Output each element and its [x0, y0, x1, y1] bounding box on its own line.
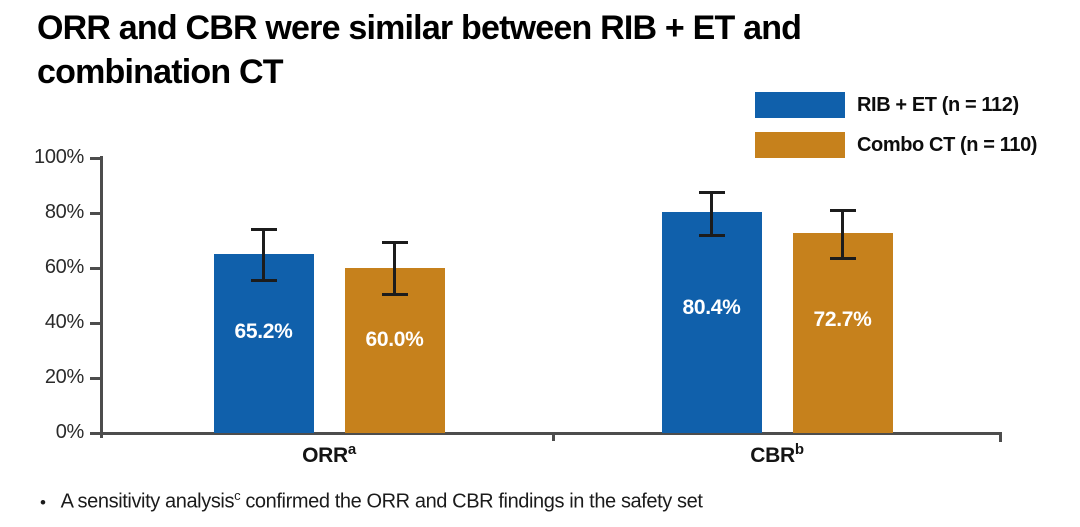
error-bar-line-orr-combo-ct — [393, 242, 396, 295]
error-bar-cap-top-cbr-combo-ct — [829, 209, 856, 213]
chart-legend: RIB + ET (n = 112) Combo CT (n = 110) — [755, 92, 1037, 158]
x-axis — [99, 431, 1002, 435]
error-bar-line-orr-rib-et — [262, 229, 265, 281]
y-tick-label: 100% — [34, 146, 84, 168]
bar-value-label-cbr-rib-et: 80.4% — [682, 296, 741, 320]
error-bar-cap-bottom-cbr-combo-ct — [829, 257, 856, 261]
x-axis-separator-tick — [551, 433, 555, 441]
y-axis — [99, 156, 103, 438]
error-bar-cap-bottom-orr-rib-et — [250, 278, 277, 282]
error-bar-cap-top-orr-combo-ct — [381, 241, 408, 245]
bar-cbr-rib-et — [661, 211, 762, 433]
bar-cbr-combo-ct — [792, 233, 893, 433]
y-tick — [90, 376, 101, 380]
bar-value-label-cbr-combo-ct: 72.7% — [813, 308, 872, 332]
legend-swatch-rib-et — [755, 92, 845, 118]
page-title: ORR and CBR were similar between RIB + E… — [37, 6, 802, 94]
y-tick — [90, 321, 101, 325]
page-title-line1: ORR and CBR were similar between RIB + E… — [37, 9, 802, 47]
y-tick-label: 40% — [44, 311, 84, 333]
x-category-label-cbr: CBRb — [750, 441, 804, 467]
error-bar-line-cbr-combo-ct — [841, 210, 844, 259]
footnote-text: A sensitivity analysisc confirmed the OR… — [60, 488, 703, 513]
bar-value-label-orr-rib-et: 65.2% — [234, 319, 293, 343]
y-tick — [90, 431, 101, 435]
y-tick-label: 0% — [55, 421, 85, 443]
y-tick — [90, 211, 101, 215]
legend-item-rib-et: RIB + ET (n = 112) — [755, 92, 1037, 118]
y-tick — [90, 266, 101, 270]
legend-item-combo-ct: Combo CT (n = 110) — [755, 132, 1037, 158]
error-bar-cap-bottom-orr-combo-ct — [381, 293, 408, 297]
error-bar-cap-top-cbr-rib-et — [698, 191, 725, 195]
bar-value-label-orr-combo-ct: 60.0% — [365, 327, 424, 351]
legend-label-rib-et: RIB + ET (n = 112) — [857, 93, 1019, 116]
error-bar-line-cbr-rib-et — [710, 192, 713, 236]
error-bar-cap-top-orr-rib-et — [250, 228, 277, 231]
category-superscript-cbr: b — [794, 441, 804, 458]
y-tick-label: 20% — [44, 366, 84, 388]
bullet-icon: • — [40, 492, 46, 512]
y-tick-label: 60% — [44, 256, 84, 278]
error-bar-cap-bottom-cbr-rib-et — [698, 234, 725, 238]
y-tick — [90, 156, 101, 160]
legend-swatch-combo-ct — [755, 132, 845, 158]
bar-orr-rib-et — [213, 253, 314, 433]
footnote: • A sensitivity analysisc confirmed the … — [40, 488, 703, 514]
footnote-superscript: c — [234, 488, 241, 503]
page-title-line2: combination CT — [37, 53, 283, 91]
category-superscript-orr: a — [347, 441, 356, 458]
x-axis-end-tick — [999, 431, 1002, 442]
y-tick-label: 80% — [44, 201, 84, 223]
legend-label-combo-ct: Combo CT (n = 110) — [857, 133, 1038, 156]
x-category-label-orr: ORRa — [302, 441, 356, 467]
